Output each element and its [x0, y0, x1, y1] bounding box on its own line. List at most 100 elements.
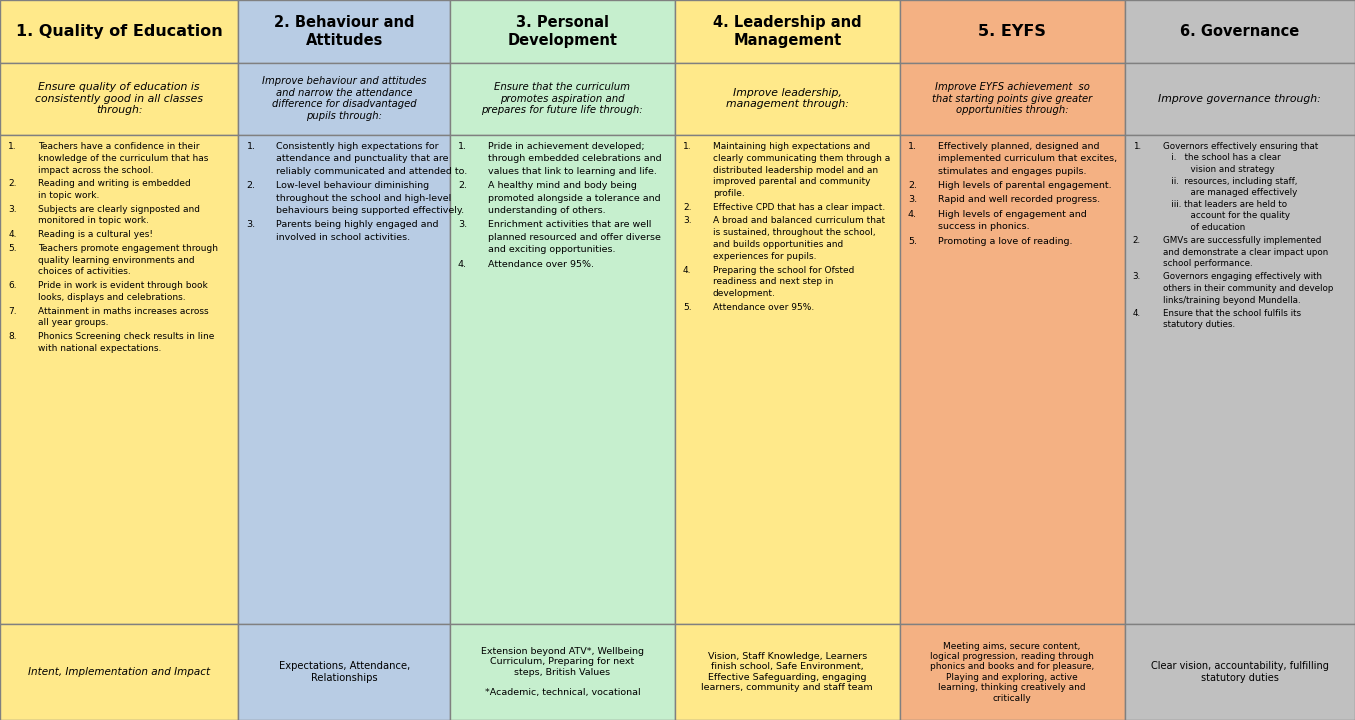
Text: Rapid and well recorded progress.: Rapid and well recorded progress. — [938, 196, 1100, 204]
Text: looks, displays and celebrations.: looks, displays and celebrations. — [38, 293, 186, 302]
Text: A broad and balanced curriculum that: A broad and balanced curriculum that — [713, 217, 885, 225]
Text: High levels of parental engagement.: High levels of parental engagement. — [938, 181, 1111, 190]
Text: 2.: 2. — [1133, 236, 1141, 245]
Bar — [675, 624, 900, 720]
Bar — [238, 0, 450, 63]
Text: Pride in work is evident through book: Pride in work is evident through book — [38, 281, 207, 290]
Text: profile.: profile. — [713, 189, 744, 198]
Text: Intent, Implementation and Impact: Intent, Implementation and Impact — [28, 667, 210, 677]
Text: Ensure that the curriculum
promotes aspiration and
prepares for future life thro: Ensure that the curriculum promotes aspi… — [481, 82, 644, 115]
Bar — [450, 0, 675, 63]
Bar — [0, 624, 238, 720]
Text: Ensure quality of education is
consistently good in all classes
through:: Ensure quality of education is consisten… — [35, 82, 203, 115]
Text: Subjects are clearly signposted and: Subjects are clearly signposted and — [38, 204, 201, 214]
Bar — [1125, 0, 1355, 63]
Text: and builds opportunities and: and builds opportunities and — [713, 240, 843, 249]
Text: statutory duties.: statutory duties. — [1163, 320, 1234, 330]
Bar — [1125, 135, 1355, 624]
Text: Pride in achievement developed;: Pride in achievement developed; — [488, 142, 645, 150]
Text: 1.: 1. — [247, 142, 256, 150]
Text: Improve EYFS achievement  so
that starting points give greater
opportunities thr: Improve EYFS achievement so that startin… — [932, 82, 1092, 115]
Text: Expectations, Attendance,
Relationships: Expectations, Attendance, Relationships — [279, 661, 409, 683]
Text: 4.: 4. — [8, 230, 16, 239]
Text: 1. Quality of Education: 1. Quality of Education — [16, 24, 222, 39]
Text: 5. EYFS: 5. EYFS — [978, 24, 1046, 39]
Text: understanding of others.: understanding of others. — [488, 206, 606, 215]
Bar — [1125, 63, 1355, 135]
Bar — [1125, 624, 1355, 720]
Text: with national expectations.: with national expectations. — [38, 344, 161, 353]
Text: 1.: 1. — [458, 142, 467, 150]
Text: distributed leadership model and an: distributed leadership model and an — [713, 166, 878, 174]
Bar — [900, 63, 1125, 135]
Text: 2.: 2. — [247, 181, 256, 190]
Text: 1.: 1. — [8, 142, 16, 150]
Text: 5.: 5. — [8, 244, 16, 253]
Text: of education: of education — [1163, 222, 1245, 232]
Text: involved in school activities.: involved in school activities. — [276, 233, 411, 242]
Text: 4.: 4. — [683, 266, 691, 274]
Bar — [675, 0, 900, 63]
Text: Attendance over 95%.: Attendance over 95%. — [488, 260, 593, 269]
Text: Preparing the school for Ofsted: Preparing the school for Ofsted — [713, 266, 854, 274]
Text: 6. Governance: 6. Governance — [1180, 24, 1299, 39]
Text: 3. Personal
Development: 3. Personal Development — [507, 15, 618, 48]
Text: school performance.: school performance. — [1163, 259, 1252, 268]
Text: impact across the school.: impact across the school. — [38, 166, 153, 174]
Text: others in their community and develop: others in their community and develop — [1163, 284, 1333, 293]
Text: throughout the school and high-level: throughout the school and high-level — [276, 194, 451, 202]
Text: Reading is a cultural yes!: Reading is a cultural yes! — [38, 230, 153, 239]
Bar — [0, 0, 238, 63]
Text: Governors engaging effectively with: Governors engaging effectively with — [1163, 272, 1321, 282]
Text: Attainment in maths increases across: Attainment in maths increases across — [38, 307, 209, 315]
Text: Attendance over 95%.: Attendance over 95%. — [713, 303, 814, 312]
Text: development.: development. — [713, 289, 775, 298]
Text: 2.: 2. — [683, 203, 691, 212]
Text: Extension beyond ATV*, Wellbeing
Curriculum, Preparing for next
steps, British V: Extension beyond ATV*, Wellbeing Curricu… — [481, 647, 644, 698]
Text: 2. Behaviour and
Attitudes: 2. Behaviour and Attitudes — [274, 15, 415, 48]
Text: Governors effectively ensuring that: Governors effectively ensuring that — [1163, 142, 1318, 150]
Text: promoted alongside a tolerance and: promoted alongside a tolerance and — [488, 194, 660, 202]
Bar — [450, 63, 675, 135]
Bar — [238, 135, 450, 624]
Text: Maintaining high expectations and: Maintaining high expectations and — [713, 142, 870, 150]
Text: Effective CPD that has a clear impact.: Effective CPD that has a clear impact. — [713, 203, 885, 212]
Text: 4.: 4. — [458, 260, 467, 269]
Text: and exciting opportunities.: and exciting opportunities. — [488, 246, 615, 254]
Text: are managed effectively: are managed effectively — [1163, 188, 1297, 197]
Text: Improve behaviour and attitudes
and narrow the attendance
difference for disadva: Improve behaviour and attitudes and narr… — [262, 76, 427, 121]
Text: through embedded celebrations and: through embedded celebrations and — [488, 154, 661, 163]
Text: Phonics Screening check results in line: Phonics Screening check results in line — [38, 332, 214, 341]
Bar — [0, 135, 238, 624]
Text: Meeting aims, secure content,
logical progression, reading through
phonics and b: Meeting aims, secure content, logical pr… — [930, 642, 1095, 703]
Text: is sustained, throughout the school,: is sustained, throughout the school, — [713, 228, 875, 238]
Text: all year groups.: all year groups. — [38, 318, 108, 328]
Text: experiences for pupils.: experiences for pupils. — [713, 252, 816, 261]
Bar — [900, 135, 1125, 624]
Text: quality learning environments and: quality learning environments and — [38, 256, 195, 264]
Text: 3.: 3. — [1133, 272, 1141, 282]
Text: readiness and next step in: readiness and next step in — [713, 277, 833, 287]
Text: 7.: 7. — [8, 307, 16, 315]
Text: links/training beyond Mundella.: links/training beyond Mundella. — [1163, 296, 1301, 305]
Text: planned resourced and offer diverse: planned resourced and offer diverse — [488, 233, 661, 242]
Text: and demonstrate a clear impact upon: and demonstrate a clear impact upon — [1163, 248, 1328, 256]
Text: 3.: 3. — [908, 196, 917, 204]
Bar — [900, 0, 1125, 63]
Text: stimulates and engages pupils.: stimulates and engages pupils. — [938, 167, 1087, 176]
Text: 3.: 3. — [458, 220, 467, 230]
Text: 6.: 6. — [8, 281, 16, 290]
Text: iii. that leaders are held to: iii. that leaders are held to — [1163, 199, 1287, 209]
Text: 3.: 3. — [683, 217, 691, 225]
Text: in topic work.: in topic work. — [38, 191, 99, 200]
Text: 2.: 2. — [908, 181, 917, 190]
Text: 4.: 4. — [1133, 309, 1141, 318]
Text: 5.: 5. — [683, 303, 691, 312]
Text: Improve leadership,
management through:: Improve leadership, management through: — [726, 88, 848, 109]
Text: Enrichment activities that are well: Enrichment activities that are well — [488, 220, 652, 230]
Text: GMVs are successfully implemented: GMVs are successfully implemented — [1163, 236, 1321, 245]
Text: Low-level behaviour diminishing: Low-level behaviour diminishing — [276, 181, 430, 190]
Text: Ensure that the school fulfils its: Ensure that the school fulfils its — [1163, 309, 1301, 318]
Text: clearly communicating them through a: clearly communicating them through a — [713, 153, 890, 163]
Text: success in phonics.: success in phonics. — [938, 222, 1030, 231]
